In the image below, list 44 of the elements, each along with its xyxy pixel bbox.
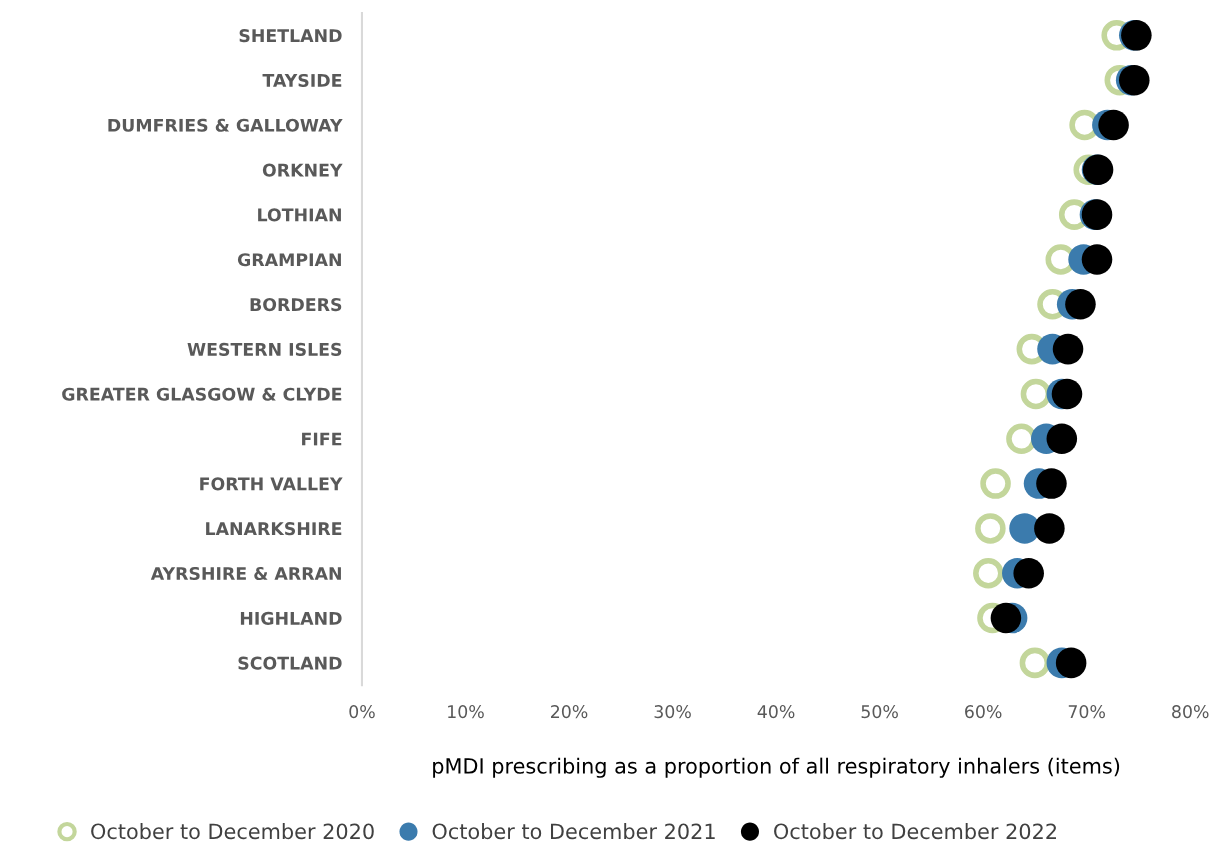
legend-label: October to December 2021 bbox=[432, 823, 715, 840]
point bbox=[1036, 468, 1067, 499]
point bbox=[973, 557, 1004, 589]
point bbox=[1046, 423, 1078, 455]
y-tick-label: LOTHIAN bbox=[258, 208, 341, 222]
x-axis-title: pMDI prescribing as a proportion of all respiratory inhalers (items) bbox=[433, 757, 1120, 778]
x-tick-label: 20% bbox=[551, 705, 588, 719]
y-tick-label: WESTERN ISLES bbox=[187, 342, 342, 356]
x-tick-label: 80% bbox=[1172, 705, 1209, 719]
legend-label: October to December 2020 bbox=[91, 823, 374, 840]
x-tick-label: 60% bbox=[965, 705, 1002, 719]
x-tick-label: 10% bbox=[448, 705, 484, 719]
point bbox=[1006, 423, 1037, 455]
point bbox=[1081, 244, 1113, 275]
x-tick-label: 0% bbox=[349, 705, 375, 719]
y-tick-label: SHETLAND bbox=[239, 29, 342, 43]
point bbox=[1065, 289, 1096, 320]
y-tick-label: HIGHLAND bbox=[240, 611, 342, 625]
y-tick-label: BORDERS bbox=[250, 298, 342, 312]
point bbox=[975, 513, 1006, 544]
point bbox=[1052, 333, 1084, 365]
point bbox=[1013, 557, 1044, 589]
point bbox=[1020, 378, 1052, 410]
point bbox=[1019, 647, 1051, 679]
point bbox=[1055, 647, 1087, 679]
y-tick-label: GRAMPIAN bbox=[237, 253, 341, 267]
y-tick-label: DUMFRIES & GALLOWAY bbox=[108, 118, 343, 132]
legend-label: October to December 2022 bbox=[774, 823, 1056, 840]
x-tick-label: 50% bbox=[861, 705, 898, 719]
point bbox=[980, 468, 1011, 499]
x-tick-label: 30% bbox=[654, 705, 691, 719]
y-tick-label: SCOTLAND bbox=[238, 656, 342, 670]
point bbox=[1098, 109, 1129, 141]
y-tick-label: LANARKSHIRE bbox=[206, 522, 342, 536]
y-tick-label: AYRSHIRE & ARRAN bbox=[150, 566, 341, 581]
x-tick-label: 70% bbox=[1068, 705, 1105, 719]
y-tick-label: TAYSIDE bbox=[262, 73, 342, 88]
y-tick-label: GREATER GLASGOW & CLYDE bbox=[62, 387, 342, 401]
point bbox=[1034, 513, 1065, 544]
y-tick-label: ORKNEY bbox=[262, 163, 343, 177]
y-tick-label: FORTH VALLEY bbox=[200, 477, 343, 491]
y-tick-label: FIFE bbox=[302, 432, 342, 446]
point bbox=[990, 602, 1022, 634]
x-tick-label: 40% bbox=[757, 705, 795, 719]
